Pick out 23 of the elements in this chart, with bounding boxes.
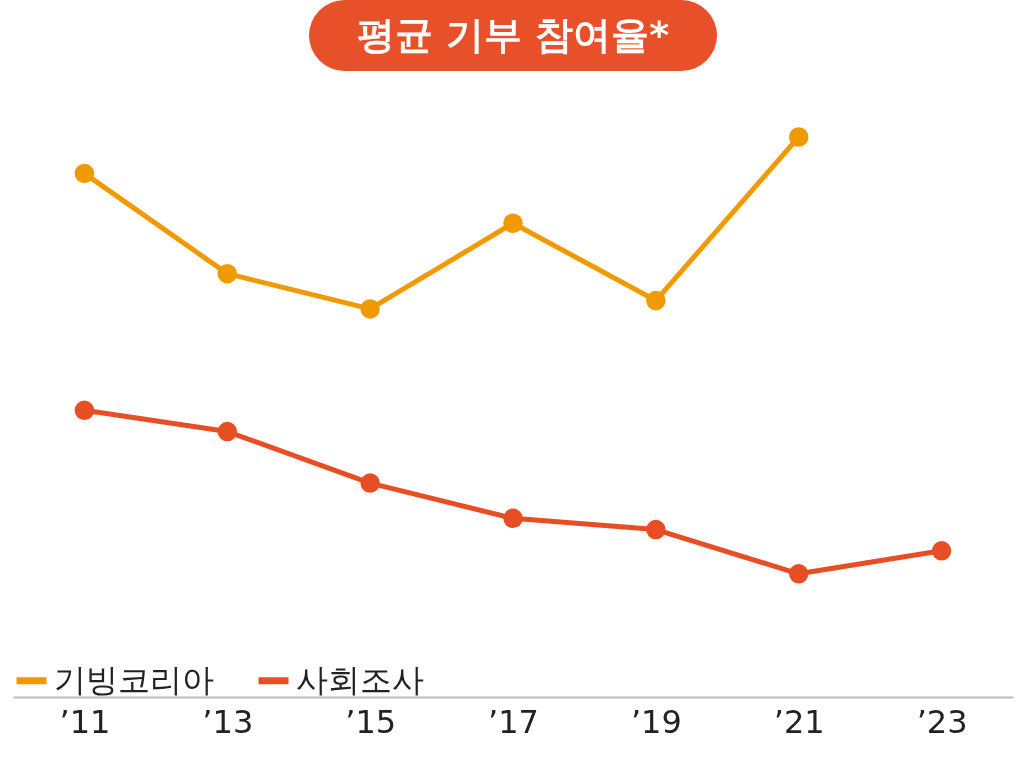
x-tick-label: ’15 xyxy=(345,702,397,741)
point xyxy=(217,263,238,284)
point xyxy=(788,127,809,147)
point xyxy=(360,299,380,319)
point xyxy=(788,564,809,584)
point xyxy=(217,421,238,442)
point xyxy=(503,508,523,529)
x-tick-label: ’13 xyxy=(202,702,254,741)
point xyxy=(646,290,666,311)
point xyxy=(74,400,95,421)
legend-label: 기빙코리아 xyxy=(54,660,214,699)
x-tick-label: ’21 xyxy=(773,702,825,741)
chart-title: 평균 기부 참여율* xyxy=(308,0,718,71)
x-tick-label: ’23 xyxy=(916,702,968,741)
point xyxy=(646,519,666,540)
point xyxy=(74,163,95,184)
x-tick-label: ’19 xyxy=(630,702,682,741)
x-tick-label: ’17 xyxy=(488,702,539,741)
x-tick-label: ’11 xyxy=(59,702,111,741)
legend-label: 사회조사 xyxy=(296,660,424,699)
point xyxy=(931,541,952,561)
point xyxy=(503,213,523,233)
point xyxy=(360,473,380,493)
